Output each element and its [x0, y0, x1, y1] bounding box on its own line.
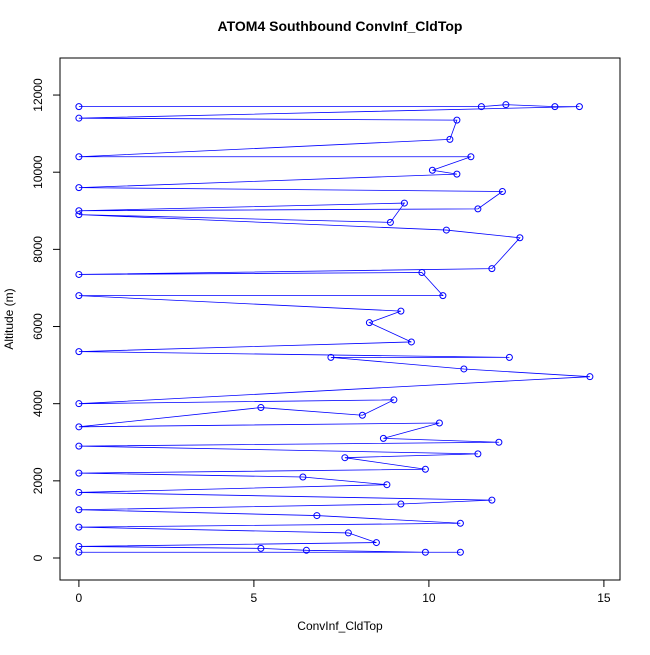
series-line	[78, 104, 590, 553]
point	[456, 548, 464, 556]
y-tick-label: 2000	[31, 467, 45, 494]
point	[341, 454, 349, 462]
point	[418, 269, 426, 277]
point	[358, 411, 366, 419]
point	[467, 153, 475, 161]
point	[477, 103, 485, 111]
x-axis-label: ConvInf_CldTop	[297, 619, 383, 633]
point	[453, 116, 461, 124]
point	[379, 434, 387, 442]
x-tick-label: 0	[76, 591, 83, 605]
point	[299, 473, 307, 481]
point	[75, 114, 83, 122]
point	[327, 353, 335, 361]
point	[502, 101, 510, 109]
point	[551, 103, 559, 111]
point	[442, 226, 450, 234]
point	[75, 469, 83, 477]
point	[397, 307, 405, 315]
point	[313, 512, 321, 520]
point	[439, 292, 447, 300]
point	[586, 373, 594, 381]
x-tick-label: 15	[597, 591, 611, 605]
point	[75, 207, 83, 215]
point	[257, 544, 265, 552]
y-tick-label: 8000	[31, 236, 45, 263]
y-tick-label: 10000	[31, 155, 45, 189]
y-tick-label: 12000	[31, 78, 45, 112]
chart-title: ATOM4 Southbound ConvInf_CldTop	[218, 18, 463, 34]
point	[75, 548, 83, 556]
point	[75, 488, 83, 496]
point	[516, 234, 524, 242]
point	[257, 404, 265, 412]
point	[498, 187, 506, 195]
point	[446, 135, 454, 143]
point	[575, 103, 583, 111]
point	[474, 450, 482, 458]
point	[75, 400, 83, 408]
point	[421, 465, 429, 473]
y-tick-label: 6000	[31, 313, 45, 340]
y-tick-label: 0	[31, 554, 45, 561]
point	[365, 319, 373, 327]
point	[386, 218, 394, 226]
point	[75, 292, 83, 300]
point	[75, 184, 83, 192]
point	[302, 546, 310, 554]
plot-frame	[59, 57, 621, 581]
point	[75, 270, 83, 278]
point	[407, 338, 415, 346]
point	[505, 353, 513, 361]
y-tick-label: 4000	[31, 390, 45, 417]
x-tick-label: 10	[422, 591, 436, 605]
point	[75, 211, 83, 219]
point	[474, 205, 482, 213]
point	[400, 199, 408, 207]
point	[75, 348, 83, 356]
point	[75, 506, 83, 514]
point	[383, 481, 391, 489]
x-tick-label: 5	[251, 591, 258, 605]
point	[390, 396, 398, 404]
point	[344, 529, 352, 537]
point	[488, 265, 496, 273]
point	[456, 519, 464, 527]
point	[460, 365, 468, 373]
point	[435, 419, 443, 427]
point	[421, 548, 429, 556]
point	[75, 153, 83, 161]
y-axis-label: Altitude (m)	[2, 288, 16, 349]
point	[495, 438, 503, 446]
point	[75, 523, 83, 531]
point	[453, 170, 461, 178]
point	[75, 103, 83, 111]
point	[397, 500, 405, 508]
point	[488, 496, 496, 504]
point	[428, 166, 436, 174]
point	[372, 539, 380, 547]
point	[75, 442, 83, 450]
point	[75, 423, 83, 431]
